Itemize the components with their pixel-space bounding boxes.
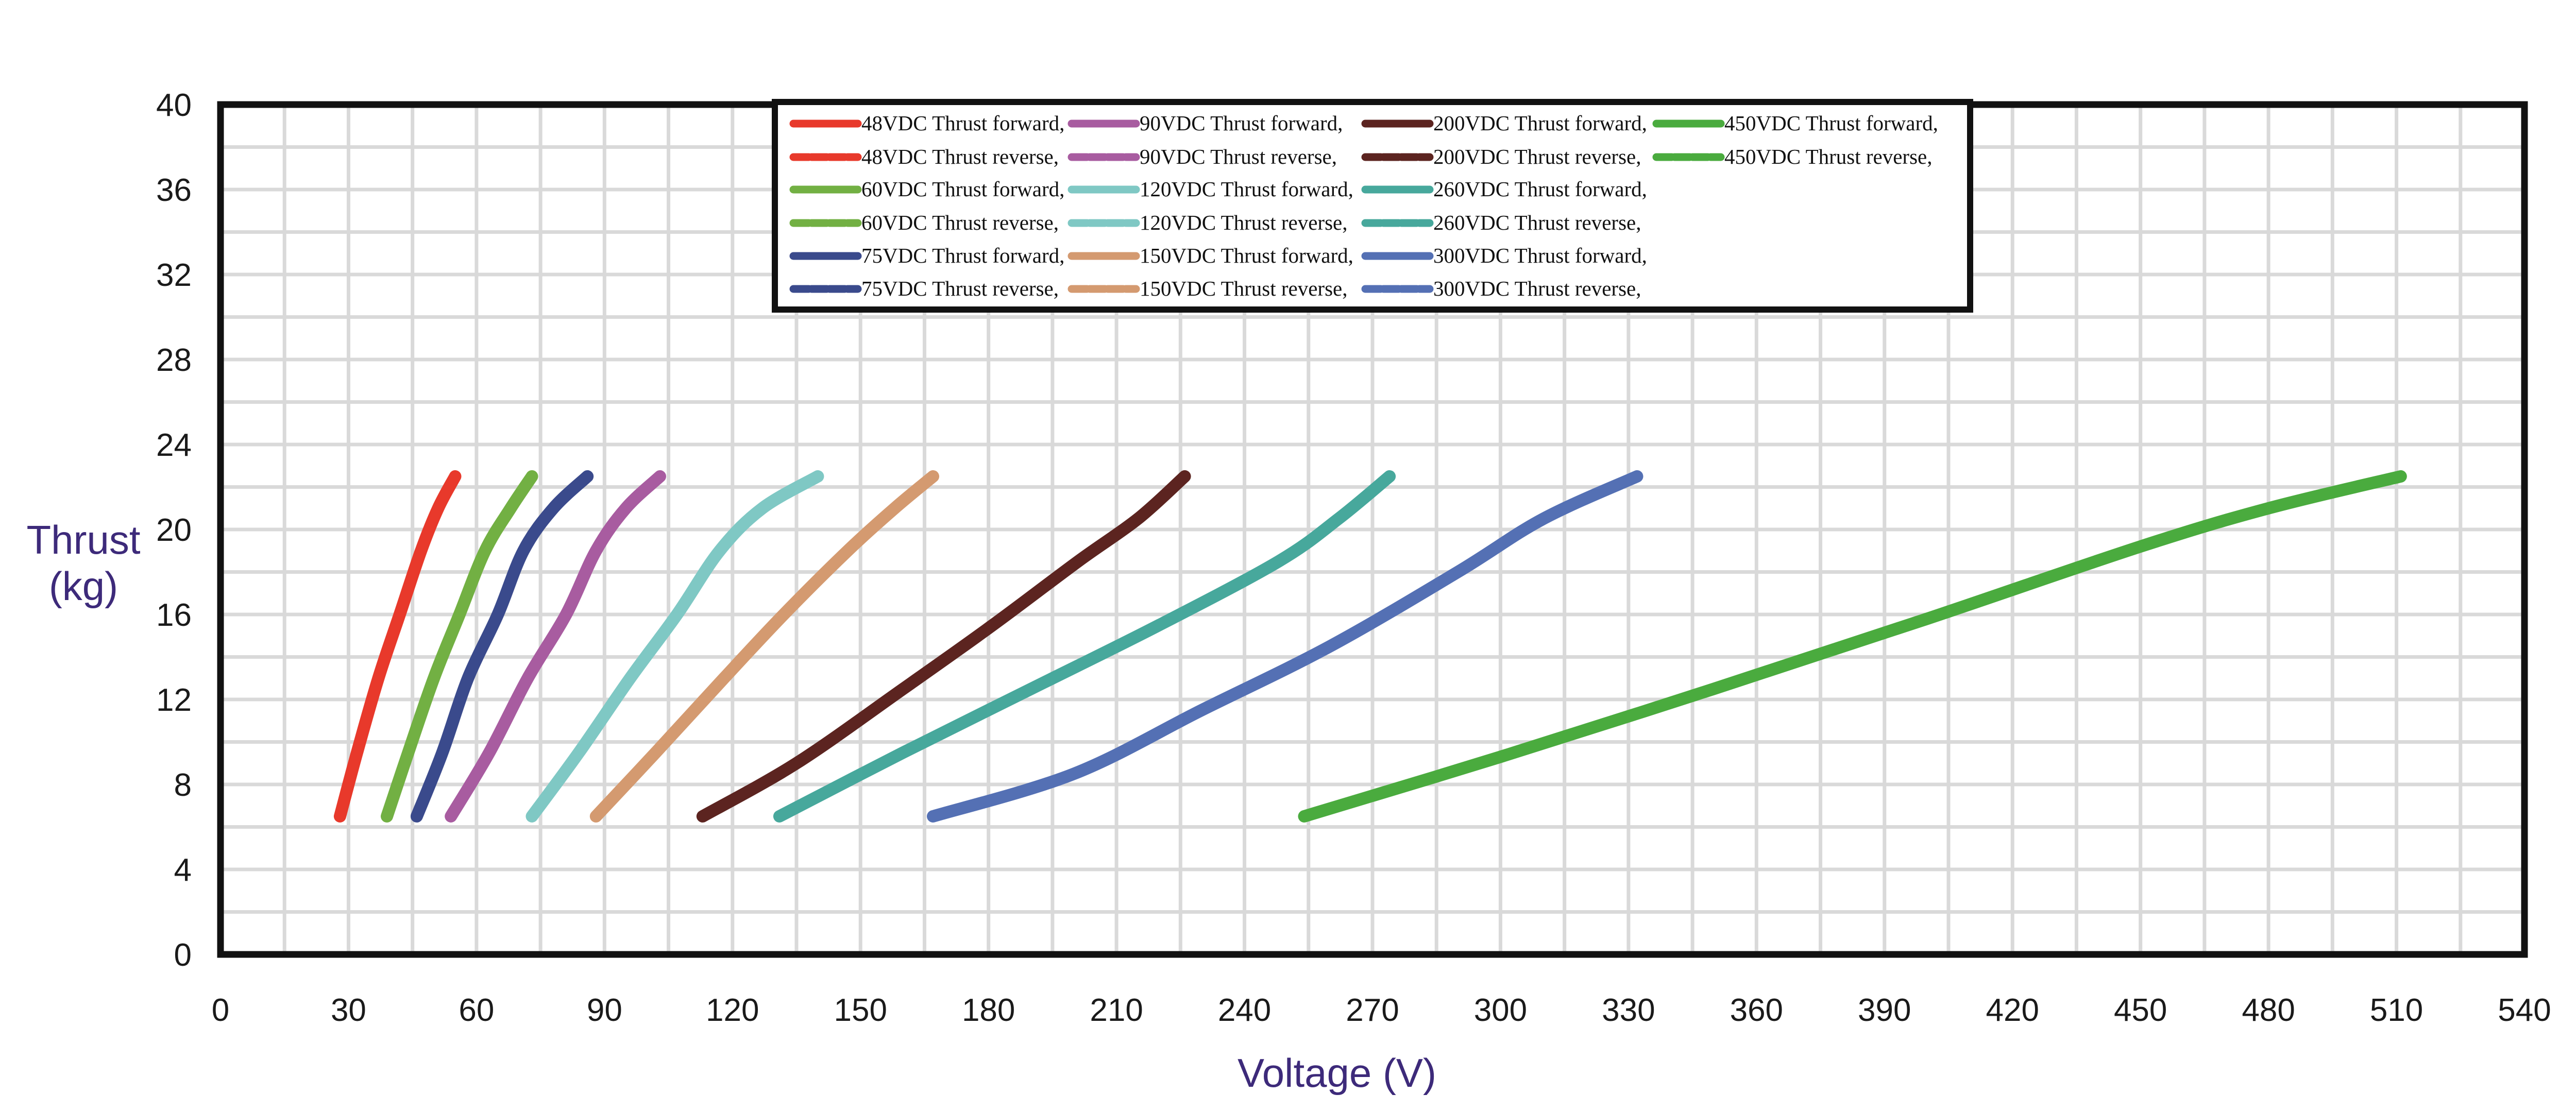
legend-label: 300VDC Thrust forward, <box>1433 244 1647 267</box>
legend-label: 450VDC Thrust reverse, <box>1724 145 1932 168</box>
y-tick-label: 24 <box>156 428 192 463</box>
x-tick-label: 120 <box>706 993 759 1028</box>
legend-label: 48VDC Thrust forward, <box>861 111 1064 135</box>
x-tick-label: 300 <box>1474 993 1527 1028</box>
x-axis-label: Voltage (V) <box>1238 1050 1436 1096</box>
series-line <box>382 471 537 821</box>
x-tick-label: 390 <box>1858 993 1911 1028</box>
x-tick-label: 150 <box>834 993 887 1028</box>
y-tick-label: 32 <box>156 258 192 293</box>
y-tick-label: 40 <box>156 88 192 123</box>
legend-label: 60VDC Thrust reverse, <box>861 211 1059 234</box>
y-tick-label: 12 <box>156 682 192 718</box>
series-line <box>446 471 665 821</box>
legend-label: 90VDC Thrust reverse, <box>1140 145 1337 168</box>
y-tick-label: 0 <box>174 937 192 973</box>
y-tick-label: 4 <box>174 852 192 888</box>
x-tick-label: 360 <box>1730 993 1783 1028</box>
x-tick-label: 270 <box>1346 993 1399 1028</box>
x-tick-label: 240 <box>1218 993 1271 1028</box>
x-tick-label: 0 <box>212 993 229 1028</box>
x-tick-label: 180 <box>962 993 1015 1028</box>
legend-label: 75VDC Thrust reverse, <box>861 277 1059 300</box>
series-line <box>928 471 1642 821</box>
legend-label: 60VDC Thrust forward, <box>861 177 1064 201</box>
legend-label: 300VDC Thrust reverse, <box>1433 277 1641 300</box>
x-tick-label: 450 <box>2114 993 2167 1028</box>
series-layer <box>333 470 2407 823</box>
series-line <box>774 471 1395 821</box>
legend: 48VDC Thrust forward, 48VDC Thrust revers… <box>772 99 1973 313</box>
legend-label: 48VDC Thrust reverse, <box>861 145 1059 168</box>
y-tick-label: 16 <box>156 597 192 633</box>
legend-label: 260VDC Thrust reverse, <box>1433 211 1641 234</box>
x-tick-label: 330 <box>1602 993 1655 1028</box>
series-line <box>527 471 823 821</box>
legend-box <box>772 99 1973 313</box>
legend-label: 200VDC Thrust forward, <box>1433 111 1647 135</box>
legend-label: 150VDC Thrust forward, <box>1140 244 1353 267</box>
series-line <box>1299 471 2405 821</box>
x-tick-label: 30 <box>331 993 366 1028</box>
legend-label: 200VDC Thrust reverse, <box>1433 145 1641 168</box>
series-line <box>412 471 592 821</box>
y-tick-label: 36 <box>156 173 192 208</box>
legend-label: 450VDC Thrust forward, <box>1724 111 1938 135</box>
x-tick-label: 510 <box>2370 993 2423 1028</box>
series-line <box>335 471 460 821</box>
x-tick-label: 90 <box>587 993 622 1028</box>
legend-label: 260VDC Thrust forward, <box>1433 177 1647 201</box>
x-tick-label: 540 <box>2498 993 2551 1028</box>
y-tick-label: 8 <box>174 767 192 803</box>
y-tick-label: 20 <box>156 512 192 548</box>
legend-label: 75VDC Thrust forward, <box>861 244 1064 267</box>
tick-labels: 0 30 60 90 120 150 180 210 240 270 300 330 360 390 420… <box>156 88 2551 1028</box>
legend-label: 150VDC Thrust reverse, <box>1140 277 1347 300</box>
x-tick-label: 480 <box>2242 993 2295 1028</box>
legend-label: 120VDC Thrust forward, <box>1140 177 1353 201</box>
legend-label: 120VDC Thrust reverse, <box>1140 211 1347 234</box>
y-axis-label-line-2: (kg) <box>49 563 118 609</box>
y-axis-label-line-1: Thrust <box>26 517 140 562</box>
legend-label: 90VDC Thrust forward, <box>1140 111 1343 135</box>
y-tick-label: 28 <box>156 343 192 378</box>
x-tick-label: 420 <box>1986 993 2039 1028</box>
x-tick-label: 210 <box>1090 993 1143 1028</box>
x-tick-label: 60 <box>459 993 494 1028</box>
series-line <box>591 471 938 821</box>
series-line <box>698 471 1190 821</box>
